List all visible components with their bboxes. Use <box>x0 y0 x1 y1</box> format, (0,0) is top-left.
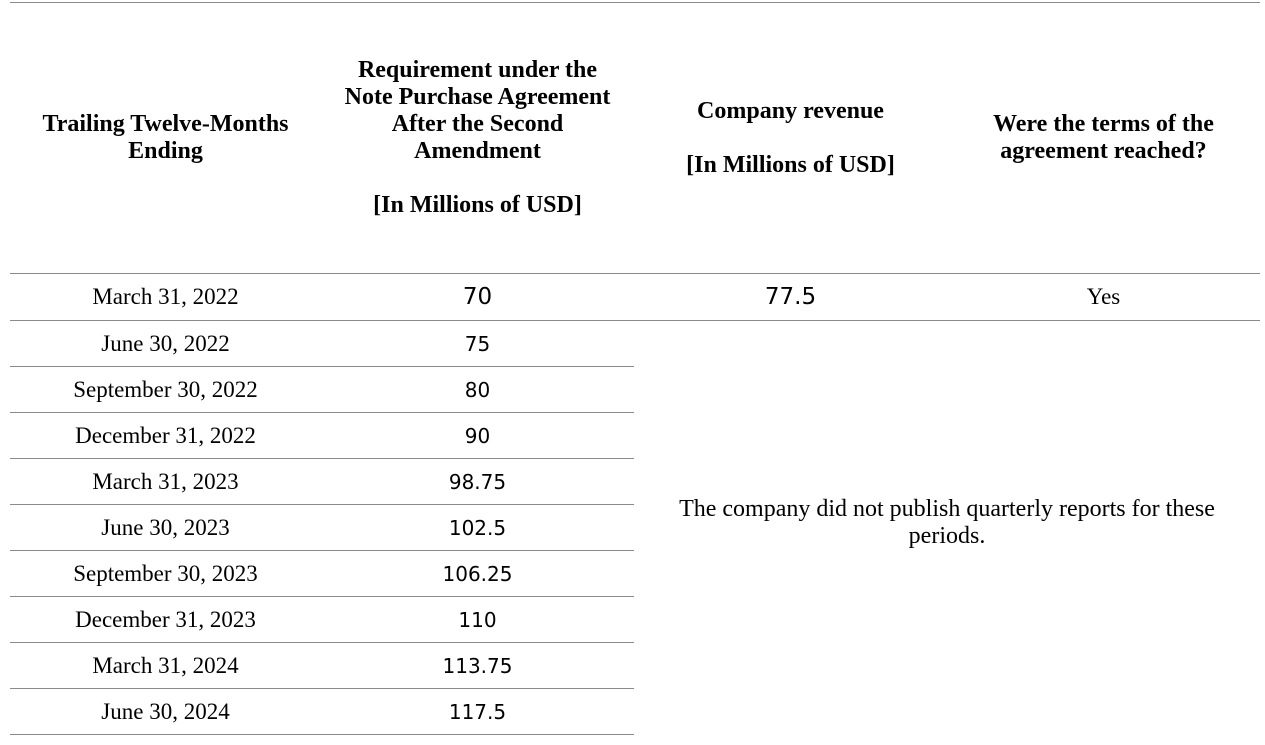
table-row: December 31, 2023 110 <box>10 596 1260 643</box>
table-header: Trailing Twelve-Months Ending Requiremen… <box>10 3 1260 274</box>
header-requirement: Requirement under the Note Purchase Agre… <box>321 3 634 274</box>
table-row: March 31, 2022 70 77.5 Yes <box>10 273 1260 321</box>
top-rule <box>10 2 1260 3</box>
cell-period: June 30, 2023 <box>10 504 321 551</box>
cell-requirement: 75 <box>321 320 634 367</box>
header-terms-reached: Were the terms of the agreement reached? <box>947 3 1260 274</box>
cell-requirement: 70 <box>321 273 634 321</box>
cell-terms-reached: Yes <box>947 273 1260 321</box>
cell-period: September 30, 2023 <box>10 550 321 597</box>
cell-period: June 30, 2024 <box>10 688 321 735</box>
table-body: March 31, 2022 70 77.5 Yes June 30, 2022… <box>10 273 1260 735</box>
header-revenue: Company revenue [In Millions of USD] <box>634 3 947 274</box>
table-row: June 30, 2023 102.5 <box>10 504 1260 551</box>
table-row: September 30, 2023 106.25 <box>10 550 1260 597</box>
cell-period: March 31, 2022 <box>10 273 321 321</box>
header-requirement-unit: [In Millions of USD] <box>373 192 582 218</box>
cell-requirement: 110 <box>321 596 634 643</box>
cell-period: September 30, 2022 <box>10 366 321 413</box>
cell-period: December 31, 2023 <box>10 596 321 643</box>
cell-requirement: 98.75 <box>321 458 634 505</box>
cell-period: June 30, 2022 <box>10 320 321 367</box>
merged-note-text: The company did not publish quarterly re… <box>679 495 1215 549</box>
cell-requirement: 117.5 <box>321 688 634 735</box>
cell-revenue: 77.5 <box>634 273 947 321</box>
header-revenue-label: Company revenue <box>697 97 884 124</box>
header-period-label: Trailing Twelve-Months Ending <box>42 111 289 164</box>
cell-requirement: 80 <box>321 366 634 413</box>
table-row: June 30, 2022 75 The company did not pub… <box>10 320 1260 549</box>
cell-period: March 31, 2023 <box>10 458 321 505</box>
merged-note-cell: The company did not publish quarterly re… <box>634 321 1260 735</box>
table-row: March 31, 2023 98.75 <box>10 458 1260 505</box>
table-row: December 31, 2022 90 <box>10 412 1260 459</box>
table-row: September 30, 2022 80 <box>10 366 1260 413</box>
cell-requirement: 90 <box>321 412 634 459</box>
header-period: Trailing Twelve-Months Ending <box>10 3 321 274</box>
table-row: June 30, 2024 117.5 <box>10 688 1260 735</box>
cell-requirement: 113.75 <box>321 642 634 689</box>
cell-period: March 31, 2024 <box>10 642 321 689</box>
header-row: Trailing Twelve-Months Ending Requiremen… <box>10 3 1260 274</box>
table-row: March 31, 2024 113.75 <box>10 642 1260 689</box>
header-revenue-unit: [In Millions of USD] <box>686 151 895 178</box>
header-requirement-label: Requirement under the Note Purchase Agre… <box>344 57 611 164</box>
cell-period: December 31, 2022 <box>10 412 321 459</box>
header-terms-reached-label: Were the terms of the agreement reached? <box>993 111 1214 164</box>
cell-requirement: 106.25 <box>321 550 634 597</box>
cell-requirement: 102.5 <box>321 504 634 551</box>
covenant-table: Trailing Twelve-Months Ending Requiremen… <box>10 3 1260 735</box>
